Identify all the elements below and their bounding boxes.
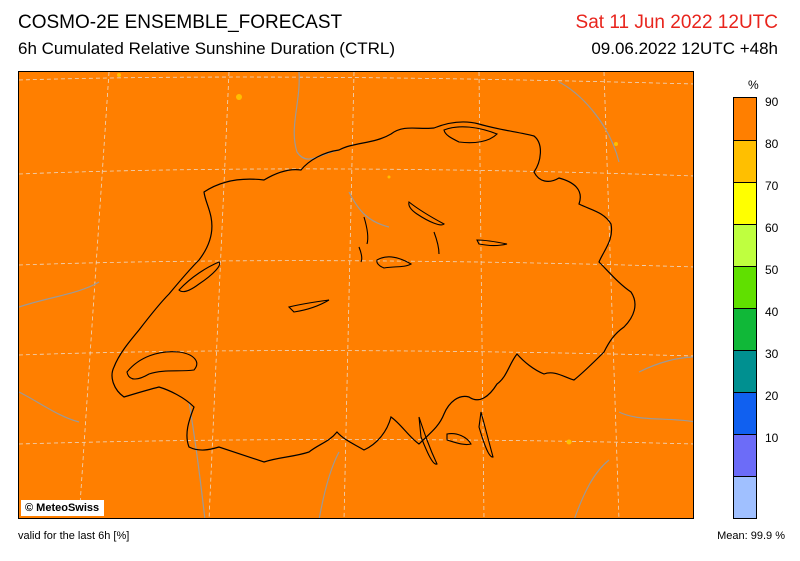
lake-lucerne (376, 256, 413, 269)
legend-tick-label: 30 (765, 347, 779, 361)
legend-tick-label: 70 (765, 179, 779, 193)
legend-tick-label: 50 (765, 263, 779, 277)
legend-tick-label: 90 (765, 95, 779, 109)
legend-tick-label: 10 (765, 431, 779, 445)
valid-date: Sat 11 Jun 2022 12UTC (575, 12, 778, 33)
legend-tick-label: 60 (765, 221, 779, 235)
legend-swatch (734, 98, 756, 140)
mean-value: Mean: 99.9 % (717, 530, 785, 542)
legend-tick-label: 40 (765, 305, 779, 319)
legend-swatch (734, 476, 756, 518)
minor-values (117, 73, 618, 445)
legend-swatch (734, 182, 756, 224)
neighbour-borders (19, 72, 693, 518)
lake-zurich (408, 201, 445, 226)
lake-maggiore (418, 416, 438, 465)
chart-title: COSMO-2E ENSEMBLE_FORECAST (18, 12, 343, 33)
lake-geneva (126, 351, 198, 380)
legend-swatch (734, 392, 756, 434)
chart-subtitle: 6h Cumulated Relative Sunshine Duration … (18, 39, 396, 58)
swiss-border (111, 121, 636, 463)
map-panel[interactable]: © MeteoSwiss (18, 71, 694, 519)
lake-como (478, 411, 494, 458)
legend-swatch (734, 140, 756, 182)
legend-tick-label: 20 (765, 389, 779, 403)
map-canvas (19, 72, 693, 518)
legend-swatch (734, 224, 756, 266)
legend-tick-label: 80 (765, 137, 779, 151)
validity-note: valid for the last 6h [%] (18, 530, 130, 542)
lake-neuchatel (178, 261, 221, 293)
legend-swatch (734, 308, 756, 350)
legend-swatch (734, 434, 756, 476)
lake-walensee (476, 239, 508, 247)
graticule (19, 72, 693, 518)
legend-swatch (734, 350, 756, 392)
lakes (126, 126, 508, 465)
run-info: 09.06.2022 12UTC +48h (591, 39, 778, 58)
legend-unit: % (748, 78, 759, 92)
credit-label: © MeteoSwiss (21, 500, 105, 516)
color-legend (733, 97, 757, 519)
lake-constance (443, 126, 498, 144)
lake-lugano (446, 433, 472, 446)
lake-thun-brienz (287, 299, 330, 313)
legend-swatch (734, 266, 756, 308)
